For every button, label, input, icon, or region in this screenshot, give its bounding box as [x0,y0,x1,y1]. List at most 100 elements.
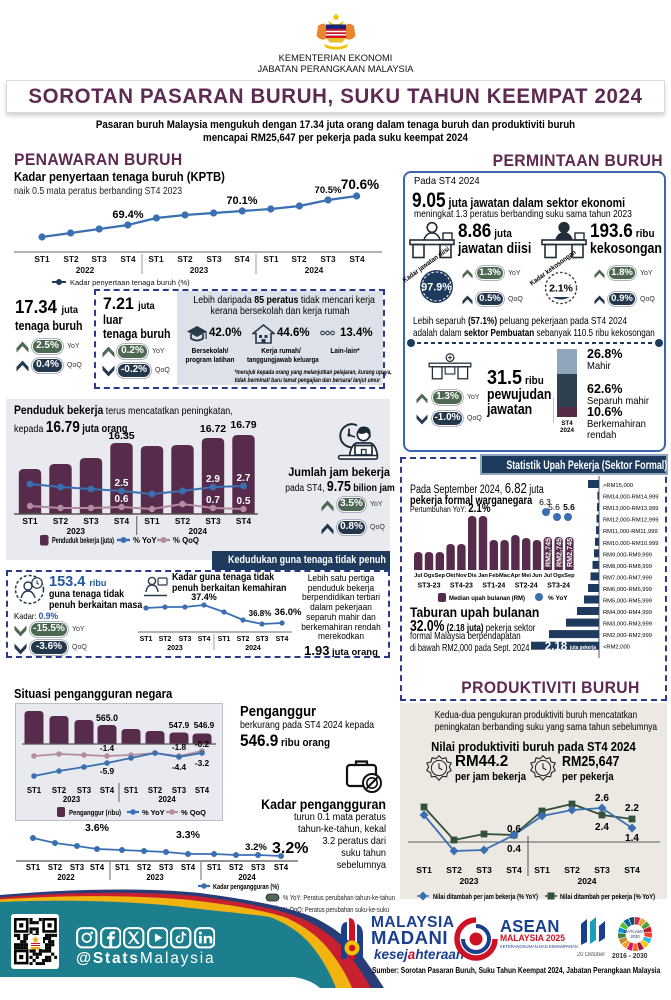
svg-text:ST4: ST4 [198,636,211,643]
svg-text:2.5: 2.5 [115,478,129,489]
svg-text:ST4: ST4 [561,420,573,427]
svg-text:Mei: Mei [521,573,531,579]
svg-text:3.2%: 3.2% [272,840,308,857]
svg-text:ST1: ST1 [144,516,160,526]
svg-text:ST4-23: ST4-23 [450,583,473,590]
svg-text:ST3: ST3 [179,636,192,643]
svg-text:2023: 2023 [190,265,209,275]
svg-text:546.9: 546.9 [194,721,215,730]
svg-text:ST2: ST2 [229,863,244,872]
svg-text:ST1-24: ST1-24 [482,583,505,590]
svg-text:ST3: ST3 [70,863,85,872]
svg-text:RM2,745: RM2,745 [544,538,553,567]
svg-text:2023: 2023 [146,873,164,882]
svg-text:-1.8: -1.8 [172,742,187,752]
svg-text:70.1%: 70.1% [226,195,257,207]
svg-text:0.7: 0.7 [206,495,220,506]
svg-text:36.8%: 36.8% [249,609,272,618]
svg-text:Okt: Okt [446,573,456,579]
svg-text:ST2: ST2 [175,516,191,526]
svg-text:2024: 2024 [158,795,176,804]
svg-text:Jan: Jan [478,573,488,579]
svg-text:ST4: ST4 [114,516,130,526]
svg-text:0.4: 0.4 [507,844,521,855]
svg-text:Jul: Jul [414,573,423,579]
svg-text:ST2: ST2 [159,636,172,643]
svg-text:RM13,000-RM13,999: RM13,000-RM13,999 [603,506,658,512]
svg-text:2023: 2023 [460,876,479,886]
svg-text:69.4%: 69.4% [112,209,143,221]
svg-text:% YoY: % YoY [133,536,157,545]
svg-text:ST1: ST1 [26,863,41,872]
svg-text:2024: 2024 [305,265,324,275]
svg-text:ST3: ST3 [77,786,92,795]
svg-text:2.4: 2.4 [595,822,609,833]
svg-text:ST4: ST4 [506,865,522,875]
svg-text:ST4: ST4 [181,863,196,872]
svg-text:2022: 2022 [76,265,95,275]
svg-text:Jun: Jun [532,573,543,579]
svg-text:3.3%: 3.3% [176,829,201,841]
svg-text:ST2: ST2 [48,863,63,872]
svg-text:ST4: ST4 [274,863,289,872]
svg-text:RM11,000-RM11,999: RM11,000-RM11,999 [603,529,658,535]
svg-text:ST2: ST2 [137,863,152,872]
svg-text:ST3: ST3 [172,786,187,795]
svg-text:RM5,000-RM5,999: RM5,000-RM5,999 [603,599,652,605]
svg-text:-5.9: -5.9 [100,766,115,776]
svg-text:RM10,000-RM10,999: RM10,000-RM10,999 [603,541,658,547]
svg-text:2024: 2024 [245,645,261,652]
svg-text:% YoY: Peratus perubahan tahun: % YoY: Peratus perubahan tahun-ke-tahun [283,893,395,902]
svg-text:Nilai ditambah per pekerja (%: Nilai ditambah per pekerja (% YoY) [560,892,655,901]
svg-text:ST2: ST2 [53,516,69,526]
svg-text:ST4: ST4 [349,254,365,264]
svg-text:2024: 2024 [238,873,256,882]
svg-text:6.3: 6.3 [539,497,551,507]
svg-text:3.2%: 3.2% [245,842,267,853]
svg-text:ST3: ST3 [91,254,107,264]
svg-text:2024: 2024 [578,876,597,886]
svg-text:2.6: 2.6 [595,793,609,804]
svg-text:ST1: ST1 [22,516,38,526]
svg-text:5.6: 5.6 [548,502,560,512]
svg-text:ST2: ST2 [148,786,163,795]
svg-text:% QoQ: % QoQ [173,536,199,545]
svg-text:2030: 2030 [630,934,640,939]
svg-text:Kadar pengangguran (%): Kadar pengangguran (%) [213,882,279,891]
svg-text:ST4: ST4 [236,516,252,526]
svg-text:Jul: Jul [544,573,553,579]
svg-text:ST1: ST1 [140,636,153,643]
svg-text:2.2: 2.2 [625,803,639,814]
svg-text:2.18: 2.18 [545,641,568,653]
svg-text:ST2: ST2 [564,865,580,875]
svg-text:RM2,000-RM2,999: RM2,000-RM2,999 [603,633,652,639]
svg-text:ST3: ST3 [256,636,269,643]
svg-text:RM7,000-RM7,999: RM7,000-RM7,999 [603,575,652,581]
svg-text:2023: 2023 [67,526,86,536]
svg-text:ST2: ST2 [177,254,193,264]
svg-text:5.6: 5.6 [563,502,575,512]
svg-text:ST1: ST1 [124,786,139,795]
svg-text:% YoY: % YoY [142,808,165,817]
svg-text:ST3-24: ST3-24 [547,583,570,590]
svg-text:>RM15,000: >RM15,000 [603,483,633,489]
svg-text:RM2,745: RM2,745 [565,538,574,567]
svg-text:2023: 2023 [167,645,183,652]
svg-text:ST1: ST1 [218,636,231,643]
svg-text:Mac: Mac [499,573,510,579]
svg-text:ST2: ST2 [446,865,462,875]
svg-text:3.6%: 3.6% [85,822,110,834]
svg-text:ST4: ST4 [195,786,210,795]
svg-text:RM6,000-RM6,999: RM6,000-RM6,999 [603,587,652,593]
svg-text:% YoY: % YoY [548,595,568,602]
svg-text:ST4: ST4 [276,636,289,643]
svg-text:547.9: 547.9 [169,721,190,730]
svg-text:2022: 2022 [57,873,75,882]
svg-text:RM9,000-RM9,999: RM9,000-RM9,999 [603,552,652,558]
svg-text:ST2: ST2 [291,254,307,264]
svg-text:RM2,745: RM2,745 [554,538,563,567]
svg-text:ST4: ST4 [90,863,105,872]
svg-text:Ogs: Ogs [423,573,434,579]
svg-text:-4.4: -4.4 [172,762,187,772]
svg-text:ST1: ST1 [148,254,164,264]
